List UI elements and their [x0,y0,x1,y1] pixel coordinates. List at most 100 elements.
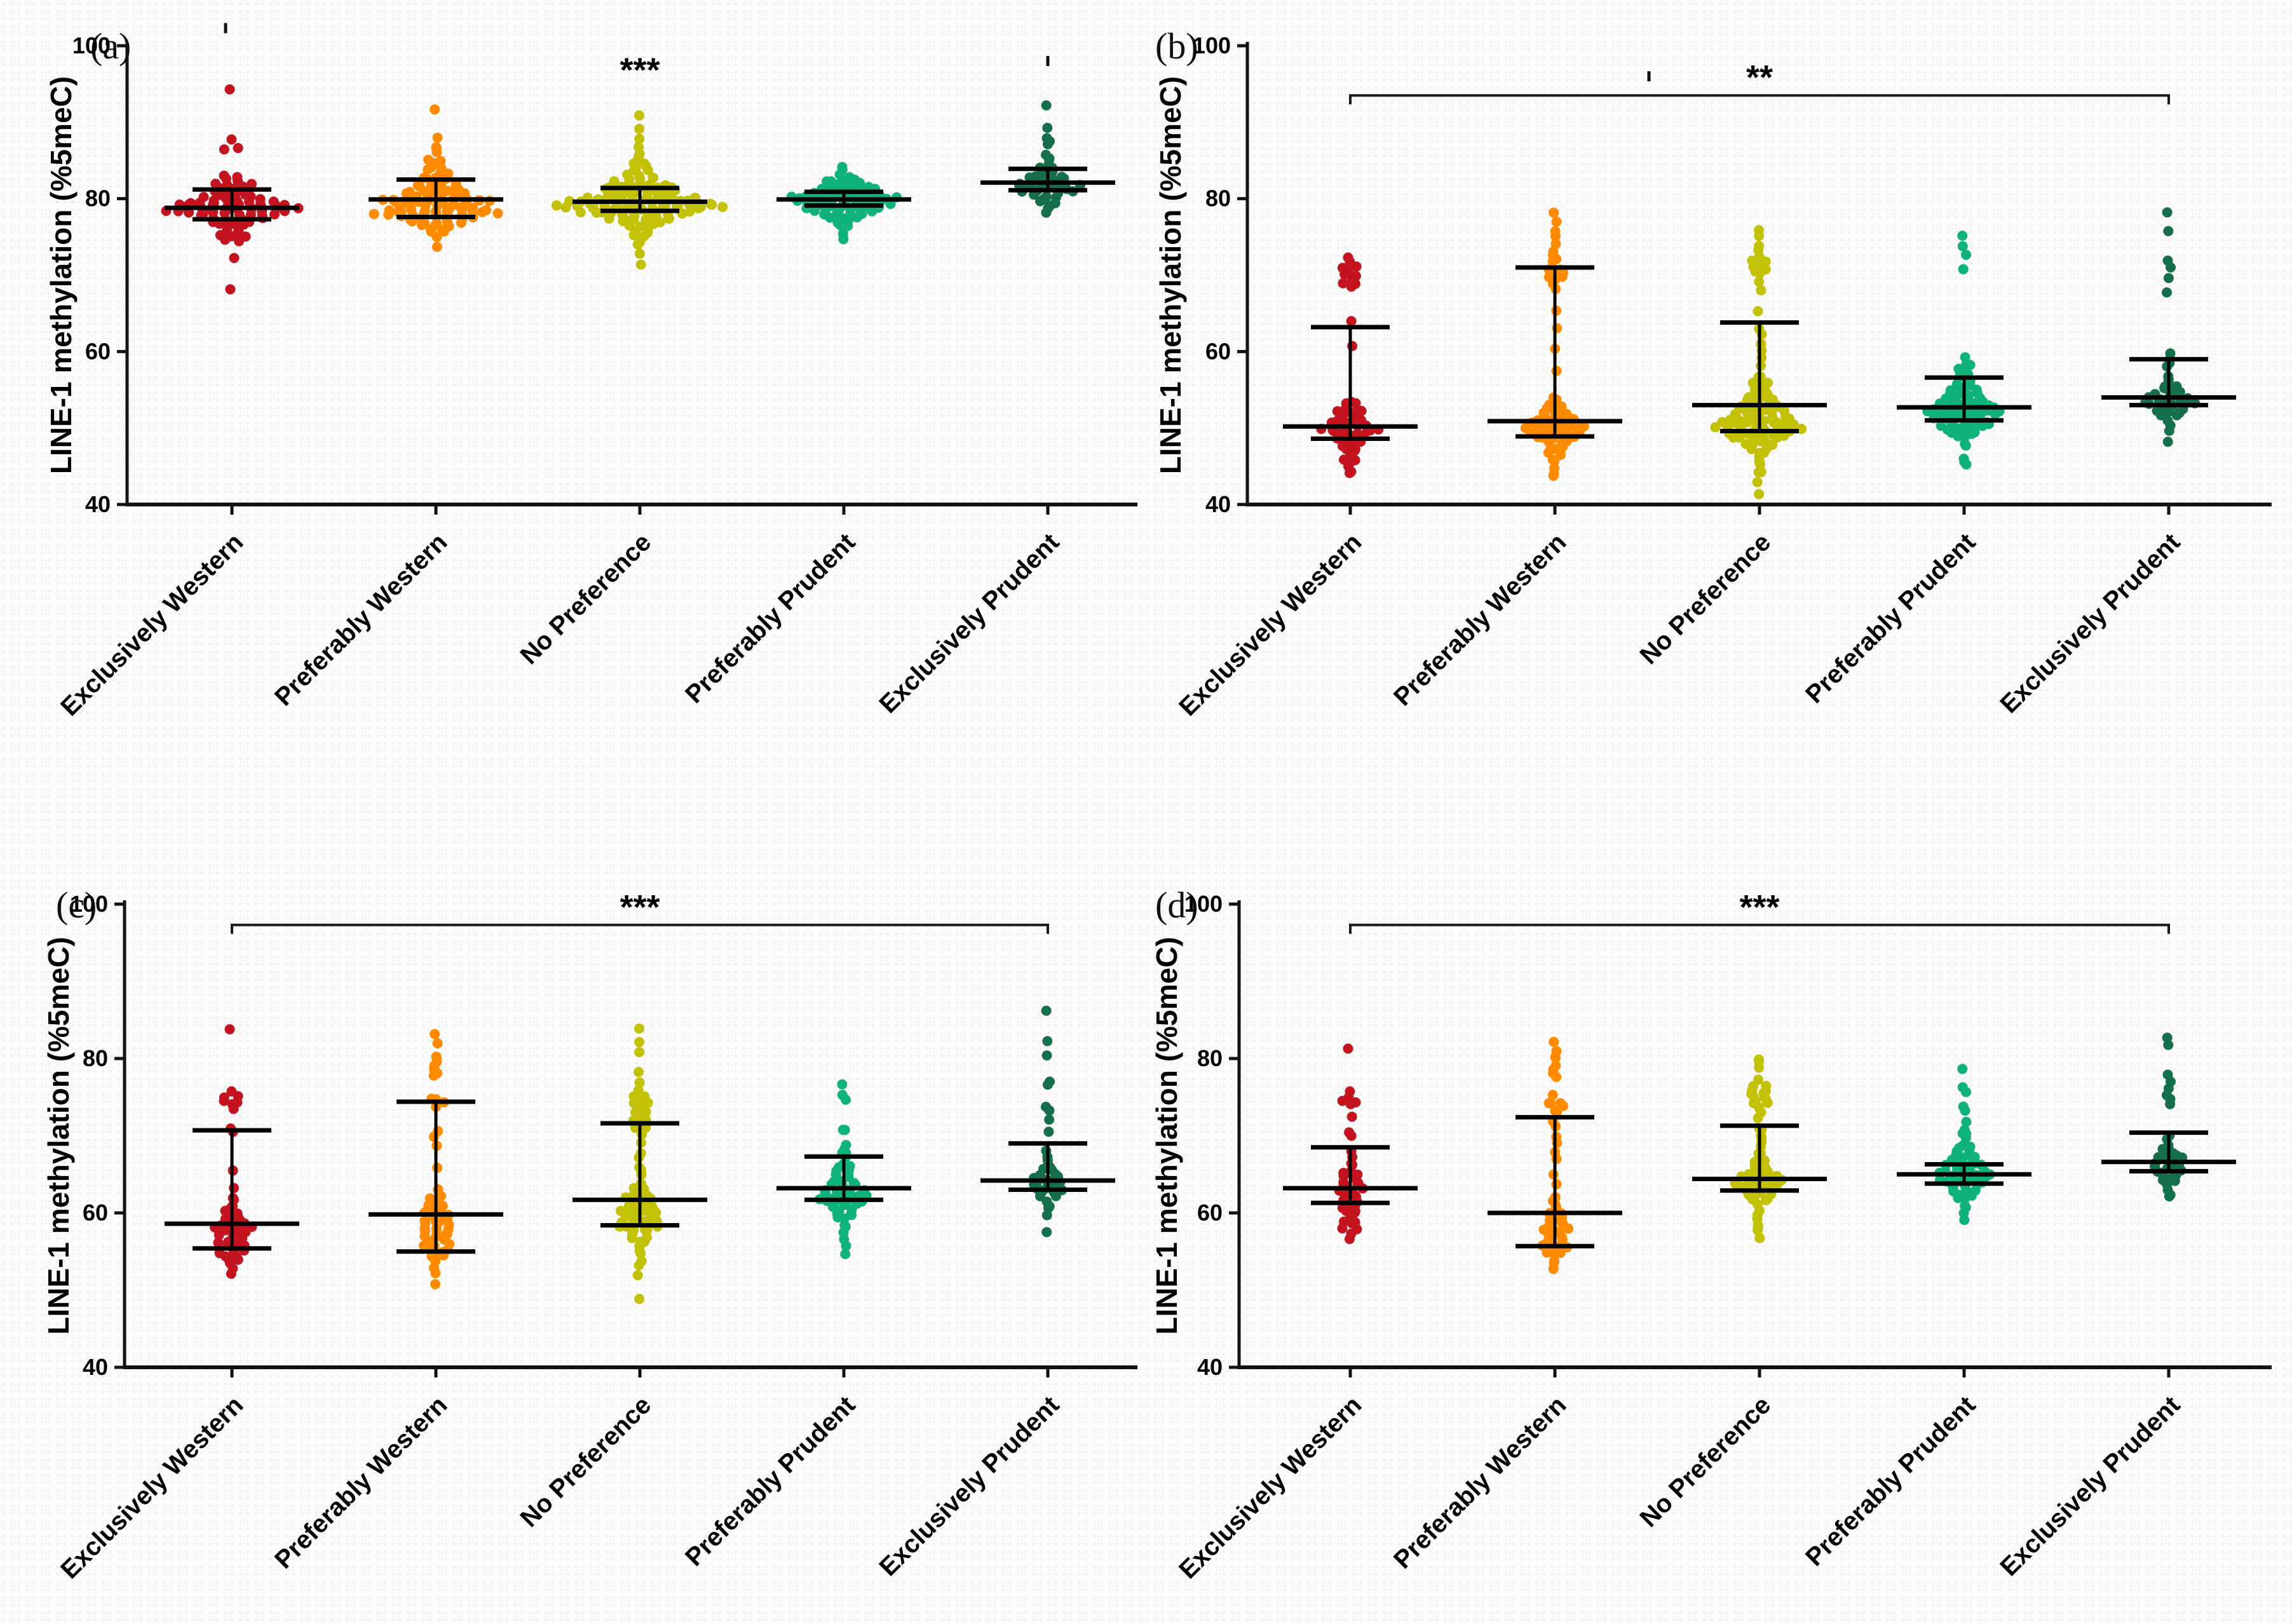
data-point [634,1260,644,1271]
data-point [840,1248,851,1259]
significance-bar [1349,923,2170,934]
swarm-exclusively-western [1334,1043,1368,1245]
data-point [2162,436,2173,447]
swarm-exclusively-prudent [2140,207,2200,447]
x-category-label: Preferably Prudent [680,1391,860,1571]
data-point [1547,256,1558,267]
data-point [456,217,466,228]
data-point [1041,1210,1052,1221]
y-tick-label: 60 [1205,338,1231,364]
data-point [219,1095,229,1106]
y-tick-label: 40 [1197,1354,1223,1380]
data-point [1041,1005,1052,1016]
data-point [233,143,243,153]
data-point [431,232,442,242]
data-point [1551,1072,1562,1082]
x-category-label: No Preference [1634,1391,1776,1533]
data-point [1754,489,1765,499]
data-point [1041,1050,1052,1061]
swarm-preferably-prudent [1934,1064,1995,1226]
data-point [1551,217,1562,227]
data-point [634,110,644,121]
data-point [1346,316,1357,327]
data-point [1338,278,1348,288]
data-point [1034,1191,1045,1201]
data-point [1338,409,1349,420]
x-category-label: Exclusively Prudent [1995,528,2185,719]
data-point [1742,417,1753,428]
data-point [841,1094,851,1105]
data-point [634,1047,645,1057]
y-tick-label: 100 [1193,32,1231,58]
data-point [1746,443,1757,454]
y-tick-label: 60 [83,1200,108,1226]
data-point [431,241,442,252]
data-point [1958,264,1969,274]
data-point [1042,1036,1053,1046]
data-point [2166,262,2176,273]
data-point [1041,100,1052,111]
data-point [1042,139,1053,149]
data-point [228,1104,239,1114]
data-point [416,220,427,231]
panel-letter: (c) [56,884,97,926]
data-point [2163,273,2174,283]
data-point [214,1229,224,1240]
x-category-label: Preferably Prudent [1800,528,1981,708]
data-point [851,212,862,223]
data-point [635,259,646,270]
data-point [1343,1043,1353,1054]
data-point [1549,1036,1559,1047]
data-point [634,1023,644,1034]
data-point [1044,1114,1055,1125]
y-axis-label: LINE-1 methylation (%5meC) [44,76,78,474]
data-point [839,1125,850,1135]
data-point [1752,477,1763,487]
y-tick-label: 100 [70,891,108,917]
x-category-label: Preferably Prudent [1800,1391,1981,1571]
data-point [1351,261,1362,272]
panel-letter: (d) [1155,884,1198,926]
data-point [1753,1113,1763,1123]
data-point [2164,406,2174,417]
x-category-label: No Preference [515,1391,656,1533]
panel-letter: (b) [1155,25,1198,67]
data-point [1754,276,1765,287]
significance-text: *** [620,51,660,90]
data-point [1960,440,1971,451]
data-point [430,104,440,115]
data-point [1756,285,1766,295]
data-point [867,206,878,217]
data-point [627,1233,637,1243]
data-point [219,144,229,155]
data-point [423,165,433,175]
data-point [634,1037,645,1048]
data-point [634,1067,644,1078]
swarm-exclusively-prudent [1014,100,1085,218]
data-point [1547,1090,1558,1100]
y-tick-label: 60 [1197,1200,1223,1226]
data-point [2165,1099,2176,1109]
data-point [1042,1079,1053,1090]
data-point [677,208,688,219]
data-point [1563,1223,1574,1234]
data-point [1761,1195,1772,1205]
data-point [634,123,645,134]
significance-bar [1349,94,2170,105]
data-point [1754,268,1765,279]
data-point [1550,1052,1561,1063]
y-tick-label: 40 [83,1354,108,1380]
panel-a-chart: (a)LINE-1 methylation (%5meC)406080100Ex… [44,23,1137,721]
data-point [2162,361,2173,372]
data-point [233,1254,243,1265]
data-point [1753,467,1764,478]
data-point [1755,459,1766,470]
data-point [1753,1225,1763,1236]
y-axis-label: LINE-1 methylation (%5meC) [42,937,75,1334]
x-category-label: Exclusively Western [55,1391,248,1584]
data-point [1346,1130,1357,1141]
x-category-label: Exclusively Western [1174,528,1367,721]
data-point [1545,1097,1556,1108]
data-point [604,213,614,224]
data-point [693,203,703,213]
